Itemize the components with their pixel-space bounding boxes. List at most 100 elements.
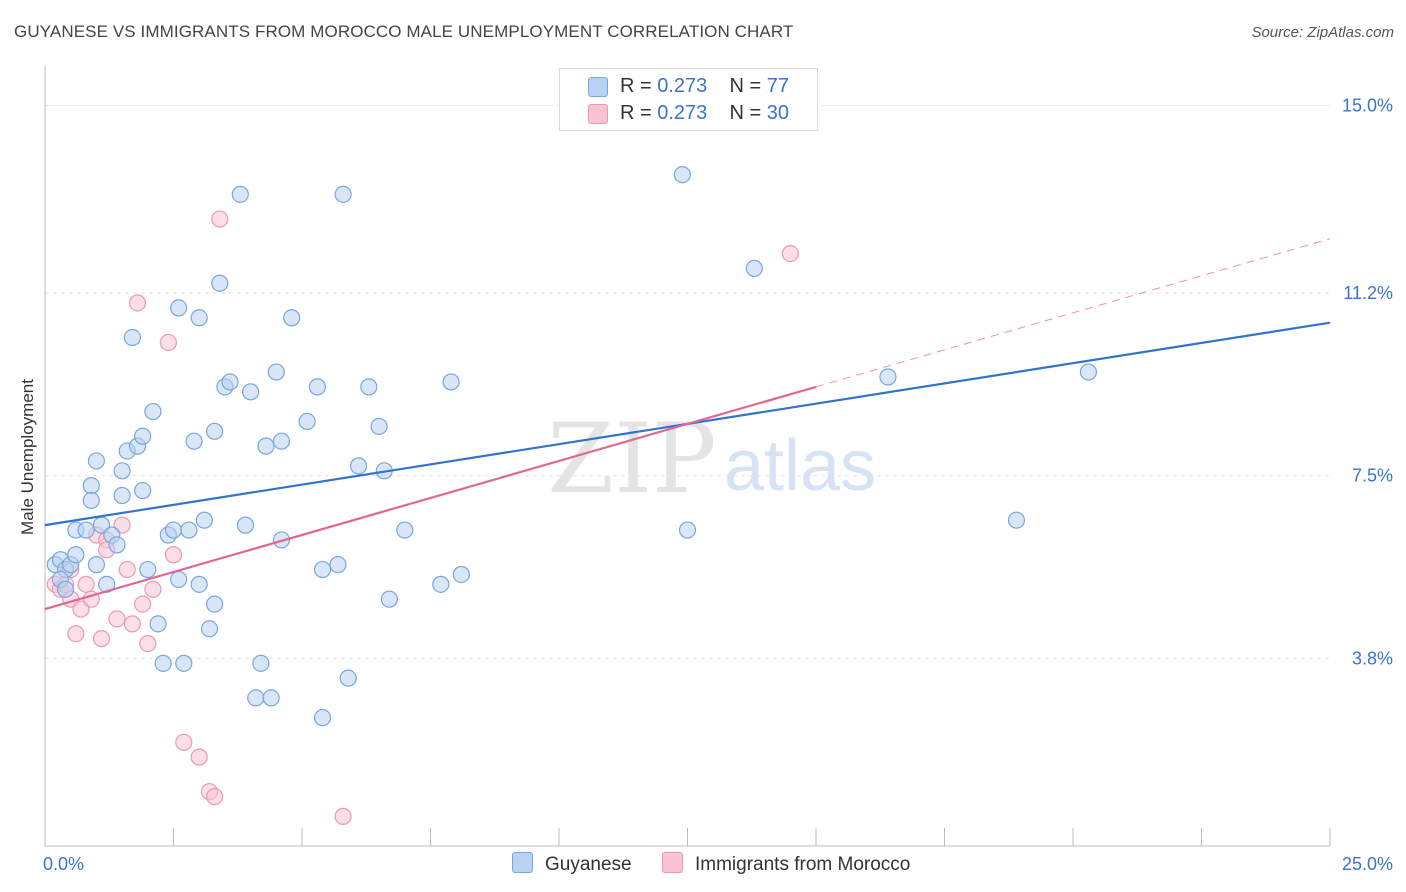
morocco-point-10 bbox=[92, 630, 111, 648]
guyanese-point-65 bbox=[380, 590, 398, 608]
x-tick-label-0: 0.0% bbox=[43, 854, 84, 874]
guyanese-point-26 bbox=[154, 654, 172, 672]
guyanese-point-69 bbox=[452, 565, 470, 584]
bottom-legend-swatch-morocco bbox=[662, 852, 683, 873]
legend-text-morocco: R = 0.273 N = 30 bbox=[620, 102, 789, 125]
guyanese-point-23 bbox=[139, 560, 157, 579]
morocco-point-28 bbox=[334, 807, 352, 825]
y-tick-label-1: 7.5% bbox=[1352, 466, 1393, 486]
guyanese-point-72 bbox=[745, 259, 763, 278]
guyanese-point-9 bbox=[82, 491, 100, 510]
guyanese-point-67 bbox=[432, 575, 450, 593]
trend-lines bbox=[44, 238, 1331, 611]
guyanese-point-15 bbox=[108, 536, 126, 554]
guyanese-point-54 bbox=[298, 412, 316, 431]
guyanese-point-38 bbox=[206, 422, 224, 440]
guyanese-point-70 bbox=[673, 166, 691, 184]
morocco-trend-line bbox=[44, 385, 817, 611]
morocco-point-18 bbox=[134, 595, 152, 613]
legend-n-label: N = bbox=[729, 75, 767, 97]
watermark-zip: ZIP bbox=[547, 403, 716, 515]
guyanese-point-37 bbox=[200, 620, 219, 638]
guyanese-point-34 bbox=[190, 309, 208, 327]
guyanese-point-33 bbox=[185, 432, 203, 450]
guyanese-point-53 bbox=[283, 309, 301, 327]
legend-r-value: 0.273 bbox=[657, 102, 708, 124]
axes bbox=[44, 66, 1331, 847]
morocco-point-17 bbox=[128, 294, 147, 312]
guyanese-point-35 bbox=[190, 575, 208, 593]
morocco-point-26 bbox=[206, 788, 224, 806]
chart-title: GUYANESE VS IMMIGRANTS FROM MOROCCO MALE… bbox=[14, 22, 794, 41]
guyanese-point-73 bbox=[879, 368, 897, 386]
guyanese-point-43 bbox=[231, 185, 249, 203]
morocco-point-22 bbox=[164, 546, 183, 564]
morocco-point-24 bbox=[190, 748, 208, 766]
tick-labels: 3.8% 7.5% 11.2% 15.0% 0.0% 25.0% bbox=[43, 95, 1393, 874]
guyanese-point-59 bbox=[334, 185, 352, 203]
guyanese-point-8 bbox=[82, 477, 100, 495]
legend-text-guyanese: R = 0.273 N = 77 bbox=[620, 75, 789, 98]
guyanese-point-5 bbox=[67, 546, 85, 564]
morocco-point-21 bbox=[159, 333, 177, 352]
guyanese-point-21 bbox=[134, 481, 152, 500]
morocco-point-16 bbox=[123, 615, 141, 633]
guyanese-point-36 bbox=[195, 511, 213, 529]
morocco-point-13 bbox=[108, 610, 126, 628]
morocco-point-7 bbox=[77, 575, 95, 593]
guyanese-point-75 bbox=[1079, 363, 1098, 381]
guyanese-point-60 bbox=[339, 669, 357, 687]
guyanese-point-48 bbox=[257, 437, 275, 455]
guyanese-point-49 bbox=[262, 689, 280, 707]
guyanese-point-19 bbox=[123, 328, 141, 347]
morocco-point-29 bbox=[781, 244, 799, 263]
legend-swatch-guyanese bbox=[588, 77, 608, 97]
guyanese-point-45 bbox=[242, 383, 260, 401]
guyanese-point-25 bbox=[149, 615, 167, 633]
guyanese-point-29 bbox=[170, 570, 188, 589]
legend-r-label: R = bbox=[620, 75, 658, 97]
correlation-legend: R = 0.273 N = 77 R = 0.273 N = 30 bbox=[559, 68, 818, 131]
guyanese-point-10 bbox=[87, 452, 106, 470]
morocco-point-5 bbox=[67, 625, 85, 643]
morocco-trend-extension bbox=[815, 238, 1331, 388]
watermark-atlas: atlas bbox=[724, 426, 876, 506]
guyanese-point-58 bbox=[329, 556, 347, 574]
legend-n-label: N = bbox=[729, 102, 767, 124]
guyanese-point-61 bbox=[349, 457, 368, 475]
morocco-point-20 bbox=[144, 580, 162, 598]
guyanese-point-66 bbox=[396, 521, 414, 539]
series-morocco-points bbox=[46, 210, 799, 825]
guyanese-point-63 bbox=[370, 417, 388, 435]
guyanese-point-47 bbox=[252, 654, 270, 672]
guyanese-point-39 bbox=[206, 595, 224, 613]
legend-r-label: R = bbox=[620, 102, 658, 124]
y-tick-label-2: 11.2% bbox=[1343, 283, 1393, 303]
legend-r-value: 0.273 bbox=[657, 75, 708, 97]
guyanese-point-71 bbox=[678, 521, 697, 539]
morocco-point-19 bbox=[139, 634, 157, 653]
guyanese-point-76 bbox=[56, 580, 75, 598]
legend-n-value: 30 bbox=[766, 102, 790, 124]
guyanese-point-28 bbox=[164, 521, 183, 539]
bottom-legend-swatch-guyanese bbox=[512, 852, 533, 873]
guyanese-point-52 bbox=[272, 432, 291, 450]
y-tick-label-3: 15.0% bbox=[1342, 95, 1393, 115]
guyanese-point-50 bbox=[267, 363, 285, 381]
guyanese-point-44 bbox=[236, 516, 255, 534]
guyanese-point-46 bbox=[247, 689, 265, 707]
guyanese-point-62 bbox=[360, 378, 378, 396]
guyanese-point-56 bbox=[313, 560, 332, 579]
legend-n-value: 77 bbox=[766, 75, 790, 97]
y-tick-label-0: 3.8% bbox=[1352, 648, 1393, 668]
bottom-legend-guyanese: Guyanese bbox=[512, 852, 632, 876]
bottom-legend-label-morocco: Immigrants from Morocco bbox=[695, 854, 911, 875]
guyanese-point-32 bbox=[180, 521, 198, 539]
guyanese-point-68 bbox=[442, 373, 460, 391]
morocco-point-27 bbox=[211, 210, 229, 228]
series-guyanese-points bbox=[46, 166, 1098, 727]
guyanese-point-7 bbox=[77, 521, 95, 539]
guyanese-point-22 bbox=[134, 427, 152, 445]
morocco-point-23 bbox=[175, 733, 193, 751]
